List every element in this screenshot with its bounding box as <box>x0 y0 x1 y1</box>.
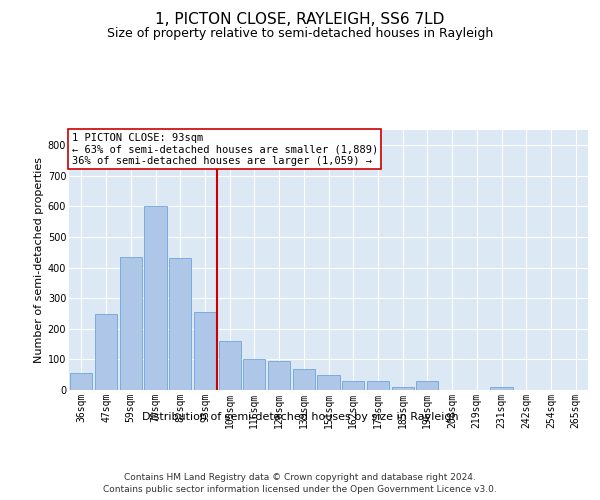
Bar <box>392 387 414 390</box>
Text: 1, PICTON CLOSE, RAYLEIGH, SS6 7LD: 1, PICTON CLOSE, RAYLEIGH, SS6 7LD <box>155 12 445 28</box>
Bar <box>194 312 216 390</box>
Bar <box>416 382 439 390</box>
Bar <box>293 368 315 390</box>
Text: Contains HM Land Registry data © Crown copyright and database right 2024.: Contains HM Land Registry data © Crown c… <box>124 472 476 482</box>
Bar <box>317 374 340 390</box>
Bar <box>367 382 389 390</box>
Text: Contains public sector information licensed under the Open Government Licence v3: Contains public sector information licen… <box>103 485 497 494</box>
Bar <box>243 360 265 390</box>
Text: 1 PICTON CLOSE: 93sqm
← 63% of semi-detached houses are smaller (1,889)
36% of s: 1 PICTON CLOSE: 93sqm ← 63% of semi-deta… <box>71 132 378 166</box>
Bar <box>169 258 191 390</box>
Text: Distribution of semi-detached houses by size in Rayleigh: Distribution of semi-detached houses by … <box>142 412 458 422</box>
Bar <box>490 387 512 390</box>
Bar <box>119 257 142 390</box>
Bar <box>95 314 117 390</box>
Bar <box>70 373 92 390</box>
Bar <box>145 206 167 390</box>
Bar <box>342 382 364 390</box>
Bar <box>268 361 290 390</box>
Y-axis label: Number of semi-detached properties: Number of semi-detached properties <box>34 157 44 363</box>
Bar <box>218 341 241 390</box>
Text: Size of property relative to semi-detached houses in Rayleigh: Size of property relative to semi-detach… <box>107 28 493 40</box>
